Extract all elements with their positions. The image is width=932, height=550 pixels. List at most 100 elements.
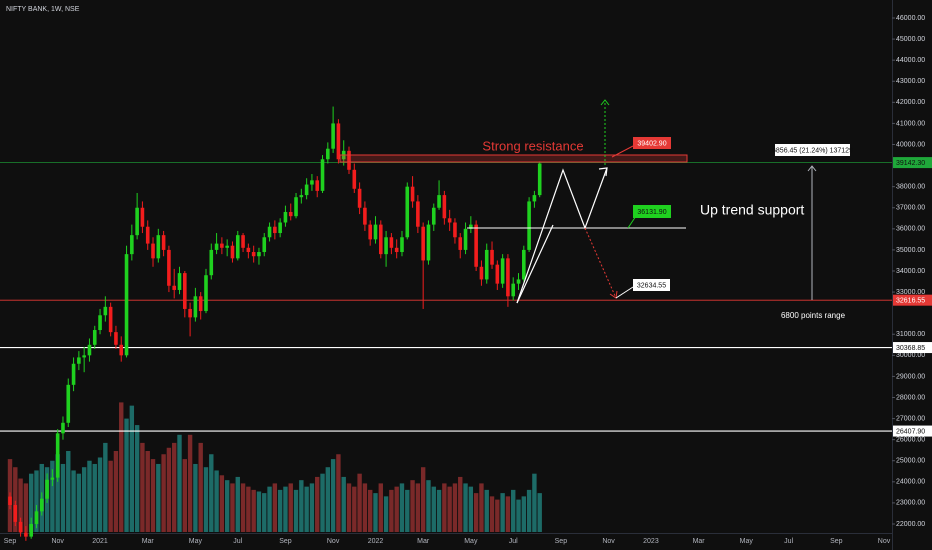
volume-bar [378, 483, 383, 532]
candle-body [257, 252, 261, 257]
volume-bar [156, 463, 161, 532]
volume-bar [129, 405, 135, 532]
volume-bar [60, 463, 66, 532]
candle-body [320, 159, 325, 191]
candle-body [167, 249, 171, 286]
volume-bar [235, 476, 240, 532]
x-tick-label: May [189, 538, 203, 545]
candle-body [124, 254, 129, 356]
callout-line [615, 286, 634, 299]
candle-body [161, 235, 166, 250]
candle-body [98, 315, 102, 331]
volume-bar [214, 470, 219, 532]
volume-bar [103, 442, 108, 532]
volume-bar [325, 467, 331, 532]
volume-bar [431, 486, 436, 532]
level-layer [0, 162, 892, 432]
candle-body [140, 207, 145, 227]
price-level-label: 32616.55 [896, 298, 925, 305]
x-tick-label: 2022 [368, 538, 384, 545]
x-tick-label: Nov [878, 538, 891, 545]
volume-bar [76, 473, 82, 532]
candle-body [235, 235, 240, 259]
candle-body [246, 247, 251, 253]
volume-bar [277, 489, 283, 532]
candle-body [108, 306, 113, 333]
candle-body [172, 285, 177, 290]
volume-bar [293, 489, 299, 532]
resistance-zone [339, 154, 688, 163]
volume-bar [505, 496, 511, 532]
y-tick-label: 35000.00 [896, 247, 925, 254]
candle-body [347, 150, 351, 170]
volume-bar [526, 489, 532, 532]
volume-bar [299, 480, 304, 532]
y-tick-label: 41000.00 [896, 120, 925, 127]
candle-body [267, 226, 272, 238]
x-tick-label: Mar [142, 538, 155, 545]
candle-body [225, 245, 229, 248]
volume-bar [161, 454, 166, 532]
volume-bar [134, 425, 140, 532]
y-tick-label: 44000.00 [896, 57, 925, 64]
y-tick-label: 27000.00 [896, 415, 925, 422]
price-level-box [893, 157, 932, 169]
volume-bar [113, 451, 119, 532]
candle-body [458, 237, 463, 250]
candle-body [66, 384, 71, 423]
volume-bar [420, 467, 426, 532]
volume-bar [177, 434, 182, 532]
volume-bar [304, 486, 309, 532]
volume-bar [516, 499, 521, 532]
volume-bar [383, 496, 389, 532]
volume-bar [119, 402, 124, 532]
candle-body [241, 235, 245, 248]
volume-bar [224, 480, 230, 532]
projection-path [516, 167, 608, 304]
candle-body [384, 237, 388, 255]
volume-bar [479, 483, 484, 532]
candle-body [177, 273, 182, 290]
candle-body [352, 169, 357, 189]
support-text: Up trend support [700, 202, 804, 218]
target-price: 32634.55 [637, 282, 666, 289]
axis-layer: 22000.00 23000.00 24000.00 25000.00 26000.00… [4, 15, 932, 545]
volume-bar [251, 489, 256, 532]
y-tick-label: 23000.00 [896, 500, 925, 507]
candle-body [516, 279, 521, 284]
volume-bar [140, 442, 145, 532]
candle-body [315, 180, 320, 191]
volume-bar [394, 486, 399, 532]
volume-bar [463, 483, 468, 532]
volume-bar [426, 480, 431, 532]
candle-body [71, 363, 76, 385]
candle-body [135, 207, 139, 236]
candle-body [278, 222, 282, 234]
candle-body [310, 180, 314, 185]
candle-body [114, 332, 118, 345]
candle-body [262, 237, 267, 253]
candle-layer [8, 106, 542, 541]
y-tick-label: 22000.00 [896, 521, 925, 528]
candle-body [214, 243, 219, 250]
volume-bar [203, 467, 209, 532]
candle-body [87, 344, 92, 356]
candle-body [416, 201, 420, 227]
candle-body [230, 245, 235, 259]
x-tick-label: Sep [4, 538, 17, 545]
candle-body [34, 511, 39, 524]
candle-body [209, 249, 214, 276]
volume-bar [436, 489, 442, 532]
volume-layer [7, 402, 542, 532]
candle-body [119, 344, 124, 356]
candle-body [368, 224, 372, 240]
x-tick-label: Mar [693, 538, 706, 545]
candle-body [506, 258, 510, 297]
volume-bar [442, 483, 447, 532]
range-arrowhead [807, 165, 817, 172]
candle-body [50, 477, 55, 480]
candle-body [469, 224, 473, 229]
volume-bar [92, 463, 97, 532]
price-level-label: 30368.85 [896, 345, 925, 352]
x-tick-label: May [464, 538, 478, 545]
